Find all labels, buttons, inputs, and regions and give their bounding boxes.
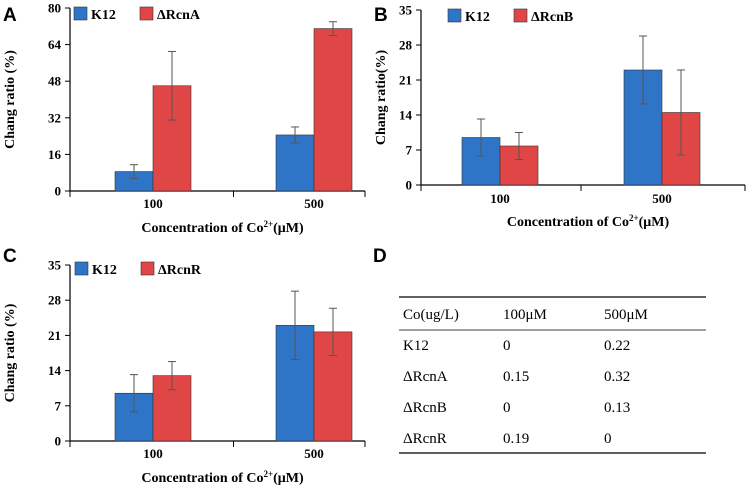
- y-axis-title: Chang ratio(%): [374, 50, 389, 146]
- y-tick-label: 32: [48, 110, 61, 125]
- chart-panel-c: C 0 7 14 21 28 35 100 500 Chang ratio (%) Concentr…: [3, 246, 366, 486]
- y-axis-title: Chang ratio (%): [3, 303, 18, 402]
- panel-letter: A: [3, 5, 17, 26]
- legend: K12 ΔRcnR: [74, 261, 202, 278]
- x-category-label: 500: [304, 196, 324, 211]
- x-axis-title: Concentration of Co2+(μM): [141, 469, 304, 486]
- table-header-cell: Co(ug/L): [403, 307, 459, 323]
- y-tick-label: 48: [48, 74, 62, 89]
- y-tick-label: 28: [399, 38, 413, 53]
- table-cell: ΔRcnR: [403, 431, 447, 447]
- y-tick-label: 7: [406, 143, 413, 158]
- legend-label-mutant: ΔRcnR: [158, 263, 202, 278]
- table-header-cell: 100μM: [503, 307, 547, 323]
- y-tick-label: 28: [48, 293, 62, 308]
- y-axis-title: Chang ratio (%): [3, 50, 18, 149]
- legend-swatch-k12: [74, 261, 89, 276]
- y-tick-label: 16: [48, 147, 62, 162]
- y-tick-label: 0: [55, 434, 62, 449]
- table-cell: 0.32: [604, 369, 630, 385]
- table-cell: 0: [503, 338, 511, 354]
- x-category-label: 500: [304, 446, 324, 461]
- table-row: ΔRcnB 0 0.13: [403, 400, 630, 416]
- legend: K12 ΔRcnB: [447, 8, 573, 25]
- legend-swatch-k12: [73, 6, 88, 21]
- table-cell: 0.19: [503, 431, 529, 447]
- legend-swatch-mutant: [140, 261, 155, 276]
- panel-letter: D: [373, 246, 387, 267]
- legend-swatch-mutant: [513, 8, 528, 23]
- bar-mutant-500: [313, 28, 353, 192]
- panel-letter: C: [3, 246, 17, 267]
- legend-label-mutant: ΔRcnB: [531, 10, 573, 25]
- table-header-cell: 500μM: [604, 307, 648, 323]
- x-category-label: 100: [490, 191, 510, 206]
- x-category-label: 100: [143, 196, 163, 211]
- y-tick-label: 80: [48, 1, 61, 16]
- table-cell: 0: [503, 400, 511, 416]
- table-cell: 0.22: [604, 338, 630, 354]
- legend-label-k12: K12: [91, 8, 116, 23]
- x-axis-title: Concentration of Co2+(μM): [141, 219, 304, 236]
- x-category-label: 100: [143, 446, 163, 461]
- y-tick-label: 35: [48, 258, 62, 273]
- x-axis-title: Concentration of Co2+(μM): [507, 213, 670, 230]
- legend: K12 ΔRcnA: [73, 6, 201, 23]
- table-row: ΔRcnR 0.19 0: [403, 431, 612, 447]
- y-tick-label: 64: [48, 37, 62, 52]
- table-cell: K12: [403, 338, 429, 354]
- legend-label-k12: K12: [92, 263, 117, 278]
- y-tick-label: 21: [48, 328, 61, 343]
- table-cell: ΔRcnA: [403, 369, 448, 385]
- legend-label-k12: K12: [465, 10, 490, 25]
- bar-k12-500: [275, 134, 315, 192]
- table-cell: 0: [604, 431, 612, 447]
- chart-panel-a: A 0 16 32 48 64 80 100 500 Chang ratio (%) Concent…: [3, 1, 366, 236]
- table-row: ΔRcnA 0.15 0.32: [403, 369, 630, 385]
- panel-letter: B: [374, 5, 388, 26]
- table-panel-d: D Co(ug/L) 100μM 500μM K12 0 0.22 ΔRcnA 0.15 0.32…: [373, 246, 706, 454]
- y-tick-label: 7: [55, 398, 62, 413]
- table-cell: ΔRcnB: [403, 400, 447, 416]
- table-cell: 0.13: [604, 400, 630, 416]
- legend-swatch-k12: [447, 8, 462, 23]
- y-tick-label: 0: [406, 178, 413, 193]
- y-tick-label: 14: [48, 363, 62, 378]
- table-cell: 0.15: [503, 369, 529, 385]
- legend-swatch-mutant: [139, 6, 154, 21]
- y-tick-label: 14: [399, 108, 413, 123]
- y-tick-label: 35: [399, 3, 413, 18]
- chart-panel-b: B 0 7 14 21 28 35 100 500 Chang ratio(%) Concentra…: [374, 3, 746, 230]
- legend-label-mutant: ΔRcnA: [157, 8, 201, 23]
- table-row: K12 0 0.22: [403, 338, 630, 354]
- x-category-label: 500: [652, 191, 672, 206]
- y-tick-label: 0: [55, 184, 62, 199]
- y-tick-label: 21: [399, 73, 412, 88]
